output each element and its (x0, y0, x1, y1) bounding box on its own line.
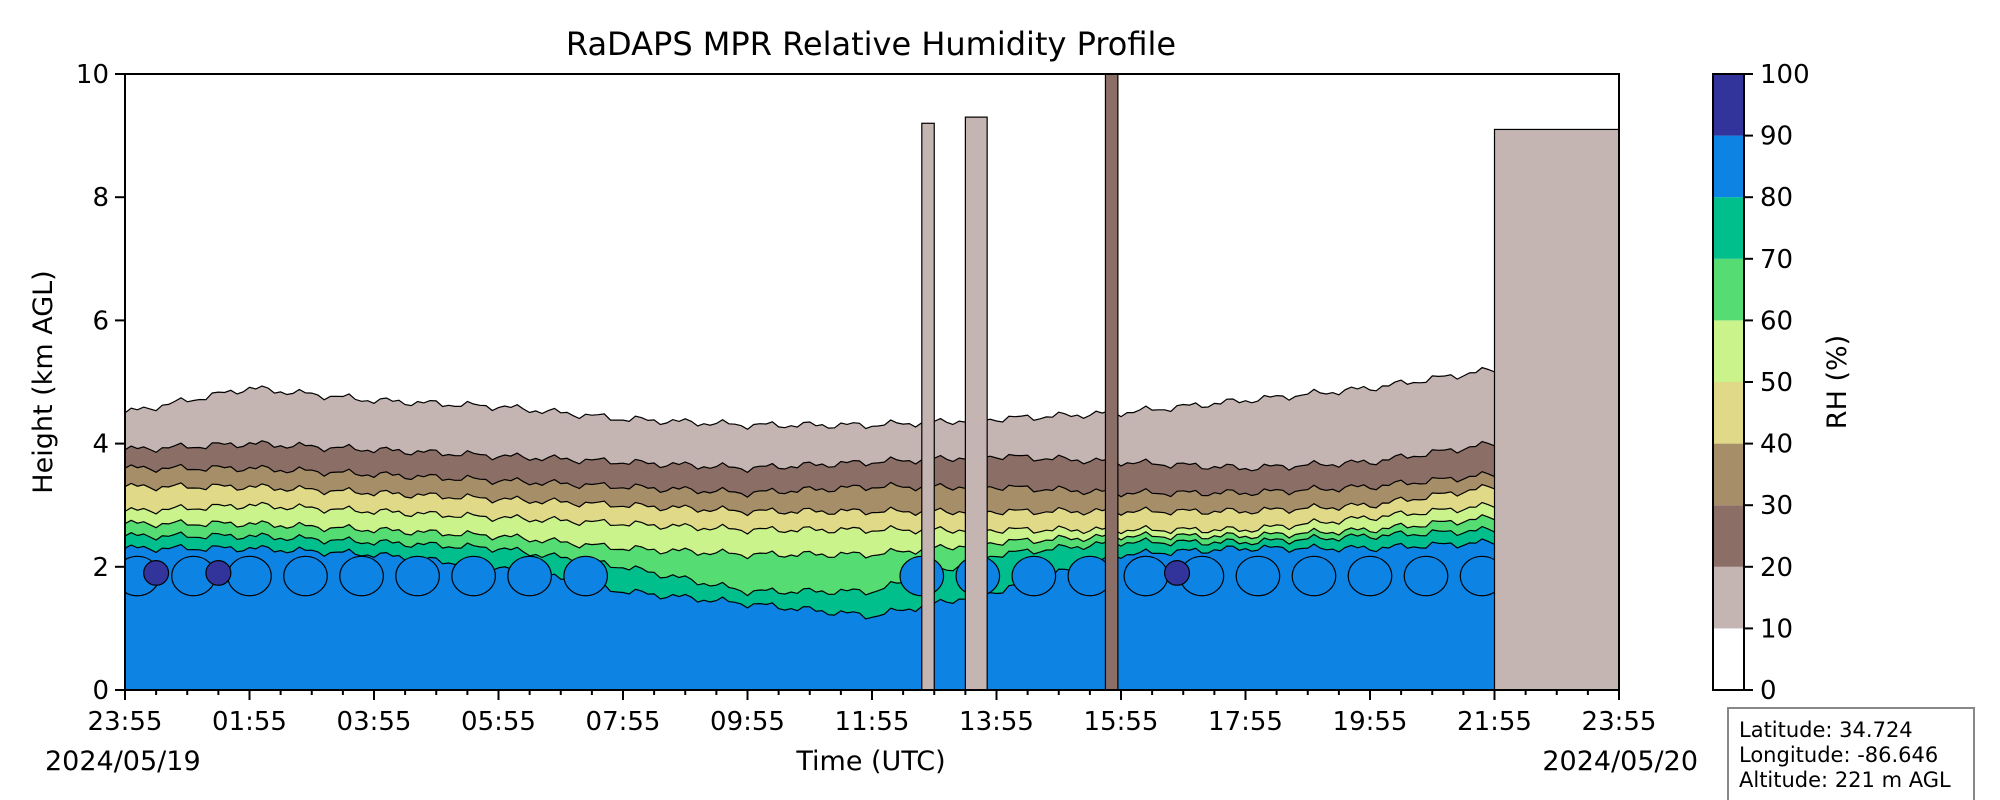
y-axis-label: Height (km AGL) (28, 270, 59, 493)
colorbar-swatch-80-90 (1713, 135, 1744, 198)
rh-core-80-90 (339, 555, 384, 597)
colorbar: 0 10 20 30 40 50 60 70 80 90 100 (1712, 60, 1810, 706)
y-axis-ticks: 0 2 4 6 8 10 (76, 60, 125, 706)
colorbar-swatch-90-100 (1713, 74, 1744, 136)
y-tick-label: 10 (76, 60, 109, 90)
rh-core-90-100 (205, 560, 232, 586)
altitude-text: Altitude: 221 m AGL (1739, 768, 1951, 792)
rh-core-80-90 (283, 555, 328, 597)
x-tick-label: 13:55 (959, 707, 1034, 737)
x-tick-label: 05:55 (461, 707, 536, 737)
chart-title: RaDAPS MPR Relative Humidity Profile (566, 25, 1176, 63)
colorbar-tick-label: 0 (1760, 676, 1777, 706)
y-tick-label: 0 (92, 676, 109, 706)
rh-core-80-90 (395, 555, 440, 597)
start-date-label: 2024/05/19 (45, 746, 201, 777)
x-tick-label: 03:55 (337, 707, 412, 737)
colorbar-swatch-70-80 (1713, 197, 1744, 259)
rh-core-80-90 (1291, 555, 1337, 597)
colorbar-tick-label: 100 (1760, 60, 1810, 90)
colorbar-tick-label: 80 (1760, 183, 1793, 213)
x-tick-label: 07:55 (586, 707, 661, 737)
rh-core-80-90 (1403, 555, 1449, 597)
colorbar-tick-label: 20 (1760, 553, 1793, 583)
colorbar-swatch-60-70 (1713, 258, 1744, 321)
x-axis-label: Time (UTC) (795, 746, 945, 777)
upper-feature-2 (1104, 74, 1119, 690)
station-info-box: Latitude: 34.724 Longitude: -86.646 Alti… (1727, 707, 1975, 800)
rh-core-80-90 (1123, 555, 1169, 597)
rh-core-90-100 (143, 560, 170, 586)
y-tick-label: 8 (92, 183, 109, 213)
rh-core-80-90 (451, 555, 496, 597)
rh-core-80-90 (1011, 555, 1057, 597)
x-axis-ticks: 23:55 01:55 03:55 05:55 07:55 09:55 11:55 13:55… (88, 690, 1657, 737)
y-tick-label: 6 (92, 306, 109, 336)
colorbar-swatch-30-40 (1713, 443, 1744, 506)
upper-feature-0 (921, 122, 935, 690)
x-tick-label: 23:55 (1582, 707, 1657, 737)
colorbar-tick-label: 60 (1760, 306, 1793, 336)
x-tick-label: 21:55 (1457, 707, 1532, 737)
contour-plot-area (125, 74, 1619, 690)
x-tick-label: 19:55 (1333, 707, 1408, 737)
colorbar-tick-label: 50 (1760, 368, 1793, 398)
rh-core-80-90 (563, 555, 609, 597)
rh-core-80-90 (507, 555, 553, 597)
colorbar-tick-label: 30 (1760, 491, 1793, 521)
colorbar-swatch-50-60 (1713, 320, 1744, 382)
colorbar-tick-label: 90 (1760, 122, 1793, 152)
rh-core-80-90 (227, 555, 272, 597)
y-tick-label: 4 (92, 430, 109, 460)
upper-feature-1 (964, 116, 988, 690)
colorbar-swatch-20-30 (1713, 505, 1744, 567)
x-tick-label: 09:55 (710, 707, 785, 737)
x-tick-label: 01:55 (212, 707, 287, 737)
x-tick-label: 23:55 (88, 707, 163, 737)
x-tick-label: 11:55 (835, 707, 910, 737)
x-tick-label: 15:55 (1084, 707, 1159, 737)
rh-core-80-90 (1347, 555, 1393, 597)
colorbar-swatch-40-50 (1713, 382, 1744, 444)
longitude-text: Longitude: -86.646 (1739, 743, 1938, 767)
upper-feature-3 (1493, 128, 1619, 690)
upper-features (921, 74, 1619, 690)
colorbar-swatch-10-20 (1713, 566, 1744, 629)
colorbar-swatch-0-10 (1713, 628, 1744, 690)
latitude-text: Latitude: 34.724 (1739, 718, 1913, 742)
colorbar-label: RH (%) (1822, 335, 1853, 429)
rh-core-90-100 (1163, 560, 1191, 586)
y-tick-label: 2 (92, 553, 109, 583)
x-tick-label: 17:55 (1208, 707, 1283, 737)
colorbar-tick-label: 70 (1760, 245, 1793, 275)
end-date-label: 2024/05/20 (1542, 746, 1698, 777)
rh-core-80-90 (1235, 555, 1281, 597)
colorbar-tick-label: 10 (1760, 614, 1793, 644)
colorbar-tick-label: 40 (1760, 430, 1793, 460)
